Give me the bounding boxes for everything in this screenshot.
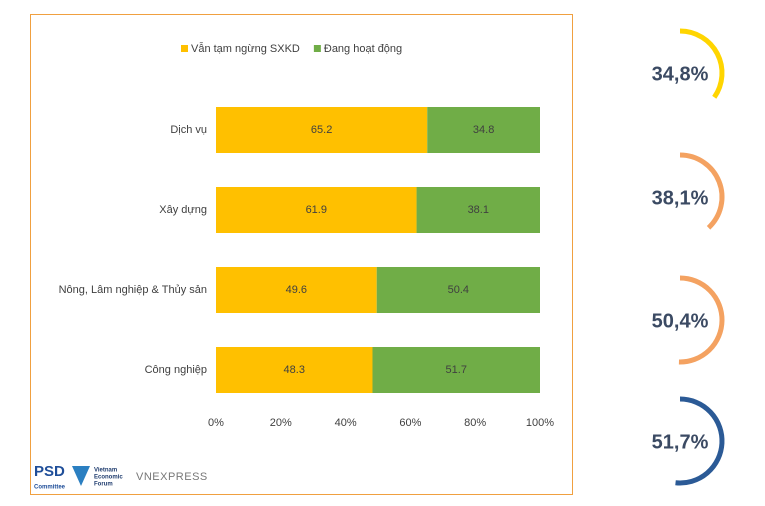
data-label: 51.7 bbox=[446, 364, 467, 376]
gauge-arc bbox=[679, 28, 725, 99]
gauge-label: 38,1% bbox=[652, 187, 709, 209]
gauge-arc bbox=[679, 152, 725, 230]
x-tick-label: 20% bbox=[270, 417, 292, 429]
legend-swatch bbox=[313, 45, 321, 52]
legend-label: Vẫn tạm ngừng SXKD bbox=[191, 42, 300, 55]
legend-swatch bbox=[181, 45, 188, 52]
logo-text: PSD bbox=[34, 463, 65, 480]
gauge-arc bbox=[678, 275, 725, 365]
gauge-label: 34,8% bbox=[652, 63, 709, 85]
data-label: 48.3 bbox=[284, 364, 305, 376]
x-tick-label: 60% bbox=[399, 417, 421, 429]
data-label: 61.9 bbox=[306, 204, 327, 216]
x-tick-label: 80% bbox=[464, 417, 486, 429]
bar-segment bbox=[372, 347, 540, 393]
legend-label: Đang hoạt động bbox=[324, 43, 402, 55]
gauge-label: 50,4% bbox=[652, 310, 709, 332]
logo-text: Vietnam bbox=[94, 468, 117, 474]
x-tick-label: 40% bbox=[335, 417, 357, 429]
logo-text: Forum bbox=[94, 482, 113, 488]
bar-segment bbox=[216, 187, 417, 233]
logo-icon bbox=[72, 466, 90, 486]
bar-segment bbox=[216, 107, 428, 153]
bar-segment bbox=[416, 187, 540, 233]
y-tick-label: Nông, Lâm nghiệp & Thủy sản bbox=[59, 284, 207, 296]
logos: PSD Committee Vietnam Economic Forum VNE… bbox=[34, 463, 208, 491]
bar-segment bbox=[216, 267, 377, 313]
data-label: 38.1 bbox=[468, 204, 489, 216]
x-tick-label: 0% bbox=[208, 417, 224, 429]
logo-text: Economic bbox=[94, 475, 123, 481]
y-tick-label: Xây dựng bbox=[159, 204, 207, 216]
y-tick-label: Công nghiệp bbox=[145, 364, 207, 376]
data-label: 50.4 bbox=[448, 284, 469, 296]
x-tick-label: 100% bbox=[526, 417, 554, 429]
logo-text: Committee bbox=[34, 485, 66, 491]
y-tick-label: Dịch vụ bbox=[170, 124, 207, 136]
bar-segment bbox=[427, 107, 540, 153]
logo-text: VNEXPRESS bbox=[136, 471, 208, 483]
gauge-label: 51,7% bbox=[652, 431, 709, 453]
chart-frame bbox=[30, 14, 573, 495]
data-label: 49.6 bbox=[286, 284, 307, 296]
gauge-arc bbox=[675, 396, 725, 486]
bar-segment bbox=[376, 267, 540, 313]
data-label: 65.2 bbox=[311, 124, 332, 136]
data-label: 34.8 bbox=[473, 124, 494, 136]
bar-segment bbox=[216, 347, 373, 393]
